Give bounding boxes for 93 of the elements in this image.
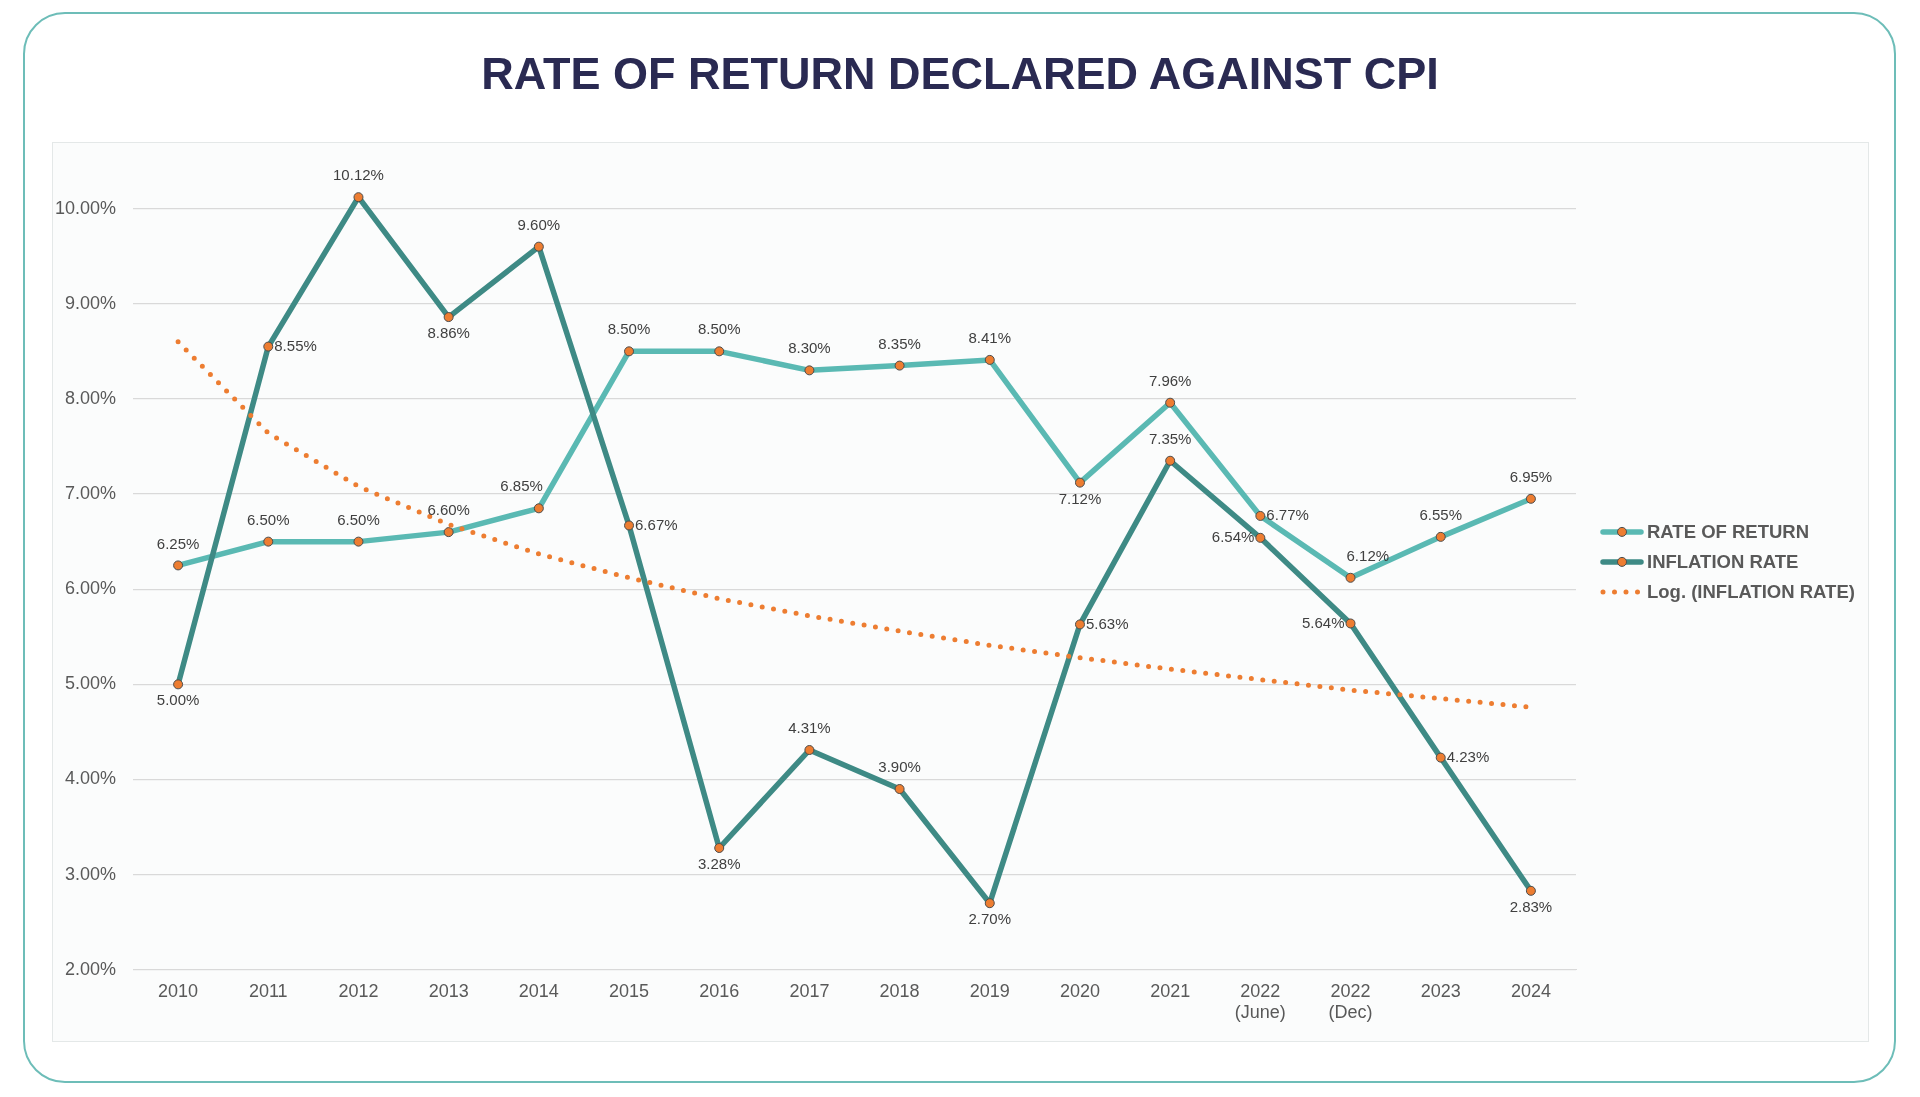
legend-label: RATE OF RETURN — [1647, 520, 1810, 542]
point — [533, 241, 544, 252]
x-tick-label: 2018 — [879, 980, 920, 1001]
point — [1525, 493, 1536, 504]
point — [1255, 510, 1266, 521]
point — [1345, 618, 1356, 629]
data-label: 8.50% — [607, 320, 651, 338]
point — [1074, 477, 1085, 488]
point — [353, 192, 364, 203]
data-label: 4.31% — [788, 719, 831, 737]
point — [263, 536, 274, 547]
legend-label: INFLATION RATE — [1647, 550, 1799, 572]
data-label: 8.35% — [878, 334, 921, 352]
point — [173, 560, 184, 571]
x-tick-label: 2020 — [1059, 980, 1100, 1001]
point — [443, 527, 454, 538]
legend-label: Log. (INFLATION RATE) — [1647, 580, 1855, 602]
data-label: 8.55% — [274, 336, 317, 354]
y-tick-label: 7.00% — [64, 483, 116, 504]
point — [714, 843, 725, 854]
data-label: 6.85% — [500, 477, 543, 495]
point — [1165, 455, 1176, 466]
point — [1525, 885, 1536, 896]
data-label: 3.90% — [878, 758, 921, 776]
data-label: 5.00% — [156, 691, 200, 709]
point — [353, 536, 364, 547]
y-tick-label: 5.00% — [64, 673, 116, 694]
data-label: 6.67% — [635, 515, 678, 533]
data-label: 8.50% — [697, 320, 741, 338]
data-label: 6.50% — [337, 510, 380, 528]
x-tick-label: 2011 — [248, 980, 288, 1001]
data-label: 6.95% — [1509, 467, 1553, 485]
x-tick-label: 2023 — [1420, 980, 1461, 1001]
data-label: 6.60% — [427, 501, 470, 519]
x-tick-label: 2015 — [609, 980, 650, 1001]
y-tick-label: 10.00% — [54, 197, 116, 218]
data-label: 2.83% — [1509, 897, 1553, 915]
x-tick-label: 2019 — [969, 980, 1010, 1001]
x-tick-label: 2022 (Dec) — [1328, 980, 1373, 1023]
point — [984, 354, 995, 365]
y-tick-label: 4.00% — [64, 768, 116, 789]
data-label: 9.60% — [517, 215, 561, 233]
point — [714, 346, 725, 357]
point — [263, 341, 274, 352]
y-tick-label: 2.00% — [64, 958, 116, 979]
data-label: 6.54% — [1211, 527, 1255, 545]
data-label: 6.12% — [1346, 546, 1390, 564]
point — [1165, 397, 1176, 408]
data-label: 5.63% — [1085, 614, 1129, 632]
data-label: 7.96% — [1148, 371, 1192, 389]
x-tick-label: 2016 — [699, 980, 740, 1001]
point — [894, 784, 905, 795]
x-tick-label: 2024 — [1510, 980, 1551, 1001]
data-label: 4.23% — [1446, 747, 1490, 765]
x-tick-label: 2010 — [158, 980, 199, 1001]
point — [804, 365, 815, 376]
point — [533, 503, 544, 514]
x-tick-label: 2014 — [518, 980, 559, 1001]
x-tick-label: 2022 (June) — [1234, 980, 1286, 1023]
data-label: 8.30% — [788, 339, 831, 357]
y-tick-label: 3.00% — [64, 863, 116, 884]
point — [984, 898, 995, 909]
data-label: 8.41% — [968, 329, 1012, 347]
data-label: 5.64% — [1301, 613, 1345, 631]
point — [1255, 532, 1266, 543]
point — [1074, 619, 1085, 630]
y-tick-label: 6.00% — [64, 578, 116, 599]
data-label: 6.25% — [156, 534, 200, 552]
data-label: 10.12% — [333, 166, 384, 184]
data-label: 7.12% — [1058, 489, 1102, 507]
data-label: 7.35% — [1148, 429, 1192, 447]
y-tick-label: 9.00% — [64, 292, 116, 313]
y-tick-label: 8.00% — [64, 387, 116, 408]
data-label: 8.86% — [427, 324, 470, 342]
point — [894, 360, 905, 371]
point — [804, 745, 815, 756]
point — [173, 679, 184, 690]
x-tick-label: 2013 — [428, 980, 469, 1001]
data-label: 3.28% — [697, 855, 741, 873]
point — [624, 346, 635, 357]
data-label: 6.50% — [247, 510, 290, 528]
chart-title: RATE OF RETURN DECLARED AGAINST CPI — [481, 48, 1439, 100]
point — [443, 312, 454, 323]
x-tick-label: 2021 — [1150, 980, 1191, 1001]
data-label: 2.70% — [968, 910, 1012, 928]
point — [1435, 531, 1446, 542]
data-label: 6.55% — [1419, 506, 1462, 524]
point — [624, 520, 635, 531]
data-label: 6.77% — [1266, 506, 1309, 524]
point — [1435, 752, 1446, 763]
x-tick-label: 2017 — [789, 980, 830, 1001]
point — [1345, 572, 1356, 583]
x-tick-label: 2012 — [338, 980, 379, 1001]
